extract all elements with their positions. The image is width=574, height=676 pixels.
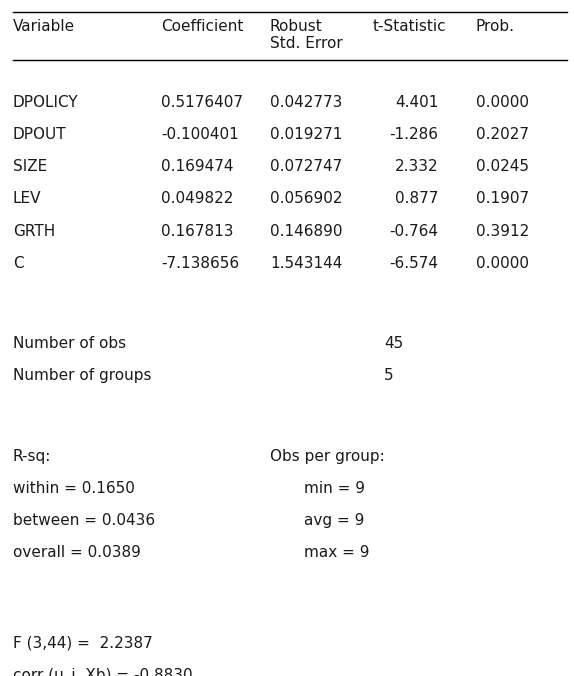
Text: 1.543144: 1.543144 xyxy=(270,256,342,270)
Text: F (3,44) =  2.2387: F (3,44) = 2.2387 xyxy=(13,635,153,650)
Text: Obs per group:: Obs per group: xyxy=(270,449,385,464)
Text: 0.0245: 0.0245 xyxy=(475,160,529,174)
Text: 0.042773: 0.042773 xyxy=(270,95,342,110)
Text: 0.3912: 0.3912 xyxy=(475,224,529,239)
Text: avg = 9: avg = 9 xyxy=(304,513,364,528)
Text: 4.401: 4.401 xyxy=(395,95,439,110)
Text: -1.286: -1.286 xyxy=(389,127,439,142)
Text: Robust
Std. Error: Robust Std. Error xyxy=(270,19,343,51)
Text: -0.764: -0.764 xyxy=(389,224,439,239)
Text: corr (u_i, Xb) = -0.8830: corr (u_i, Xb) = -0.8830 xyxy=(13,667,192,676)
Text: min = 9: min = 9 xyxy=(304,481,365,496)
Text: 45: 45 xyxy=(384,336,404,351)
Text: Number of groups: Number of groups xyxy=(13,368,152,383)
Text: Coefficient: Coefficient xyxy=(161,19,244,34)
Text: -0.100401: -0.100401 xyxy=(161,127,239,142)
Text: 0.056902: 0.056902 xyxy=(270,191,342,206)
Text: 0.2027: 0.2027 xyxy=(475,127,529,142)
Text: C: C xyxy=(13,256,24,270)
Text: Number of obs: Number of obs xyxy=(13,336,126,351)
Text: 0.0000: 0.0000 xyxy=(475,256,529,270)
Text: Variable: Variable xyxy=(13,19,75,34)
Text: -6.574: -6.574 xyxy=(389,256,439,270)
Text: 0.877: 0.877 xyxy=(395,191,439,206)
Text: 0.049822: 0.049822 xyxy=(161,191,234,206)
Text: 0.019271: 0.019271 xyxy=(270,127,342,142)
Text: 2.332: 2.332 xyxy=(395,160,439,174)
Text: 0.072747: 0.072747 xyxy=(270,160,342,174)
Text: 0.169474: 0.169474 xyxy=(161,160,234,174)
Text: DPOUT: DPOUT xyxy=(13,127,67,142)
Text: 5: 5 xyxy=(384,368,394,383)
Text: DPOLICY: DPOLICY xyxy=(13,95,79,110)
Text: -7.138656: -7.138656 xyxy=(161,256,239,270)
Text: max = 9: max = 9 xyxy=(304,545,370,560)
Text: 0.1907: 0.1907 xyxy=(475,191,529,206)
Text: between = 0.0436: between = 0.0436 xyxy=(13,513,155,528)
Text: within = 0.1650: within = 0.1650 xyxy=(13,481,135,496)
Text: 0.5176407: 0.5176407 xyxy=(161,95,243,110)
Text: LEV: LEV xyxy=(13,191,41,206)
Text: 0.146890: 0.146890 xyxy=(270,224,342,239)
Text: t-Statistic: t-Statistic xyxy=(373,19,447,34)
Text: 0.0000: 0.0000 xyxy=(475,95,529,110)
Text: SIZE: SIZE xyxy=(13,160,47,174)
Text: Prob.: Prob. xyxy=(475,19,514,34)
Text: overall = 0.0389: overall = 0.0389 xyxy=(13,545,141,560)
Text: R-sq:: R-sq: xyxy=(13,449,51,464)
Text: GRTH: GRTH xyxy=(13,224,55,239)
Text: 0.167813: 0.167813 xyxy=(161,224,234,239)
